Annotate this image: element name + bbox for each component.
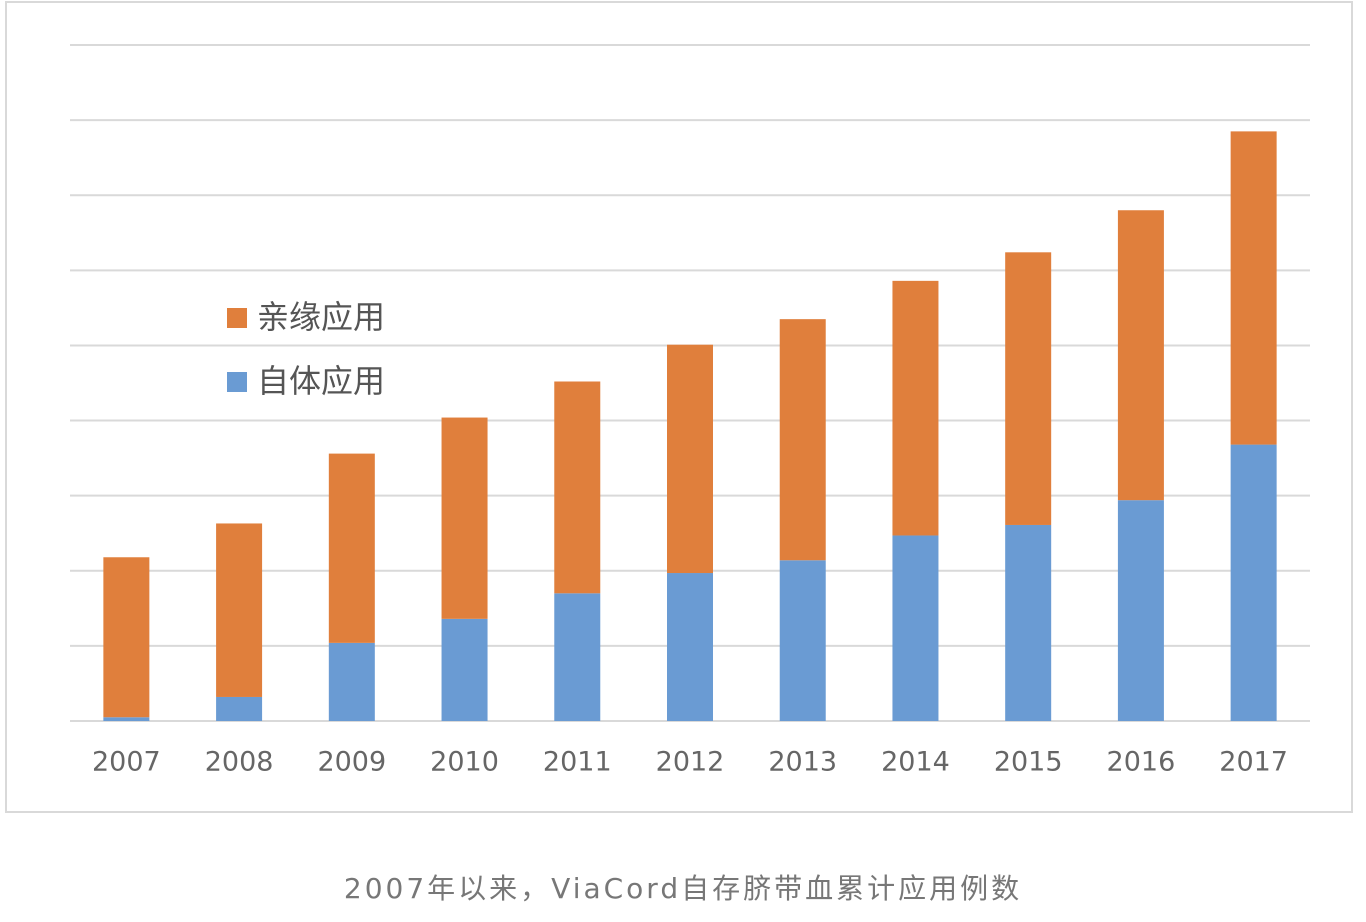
x-tick-label: 2017 — [1219, 747, 1288, 778]
bar-segment — [1005, 252, 1052, 525]
bar-segment — [779, 560, 826, 721]
bar-segment — [216, 523, 263, 697]
bar-segment — [1230, 444, 1277, 721]
x-tick-label: 2016 — [1107, 747, 1176, 778]
bar-segment — [216, 696, 263, 721]
x-tick-label: 2009 — [317, 747, 386, 778]
x-tick-label: 2011 — [543, 747, 612, 778]
x-tick-label: 2013 — [768, 747, 837, 778]
bar-segment — [1230, 131, 1277, 445]
bar-segment — [1117, 210, 1164, 501]
bar-segment — [554, 593, 601, 721]
bar-segment — [103, 717, 150, 721]
x-tick-label: 2010 — [430, 747, 499, 778]
x-tick-label: 2007 — [92, 747, 161, 778]
legend-label: 自体应用 — [257, 362, 385, 400]
bar-segment — [103, 557, 150, 718]
bar-segment — [667, 573, 713, 721]
bar-segment — [441, 618, 488, 721]
bar-segment — [554, 381, 601, 594]
bar-segment — [892, 535, 939, 721]
x-tick-label: 2015 — [994, 747, 1063, 778]
legend-swatch — [227, 308, 247, 328]
legend-label: 亲缘应用 — [257, 298, 385, 336]
x-tick-label: 2008 — [205, 747, 274, 778]
x-tick-label: 2012 — [656, 747, 725, 778]
legend-swatch — [227, 372, 247, 392]
bar-segment — [1117, 500, 1164, 721]
caption: 2007年以来，ViaCord自存脐带血累计应用例数 — [344, 872, 1022, 905]
bar-segment — [1005, 524, 1052, 721]
bar-segment — [892, 280, 939, 536]
x-tick-label: 2014 — [881, 747, 950, 778]
bar-segment — [779, 319, 826, 561]
bar-segment — [441, 417, 488, 619]
bar-segment — [667, 344, 713, 574]
bar-segment — [328, 642, 375, 721]
bar-segment — [328, 453, 375, 643]
